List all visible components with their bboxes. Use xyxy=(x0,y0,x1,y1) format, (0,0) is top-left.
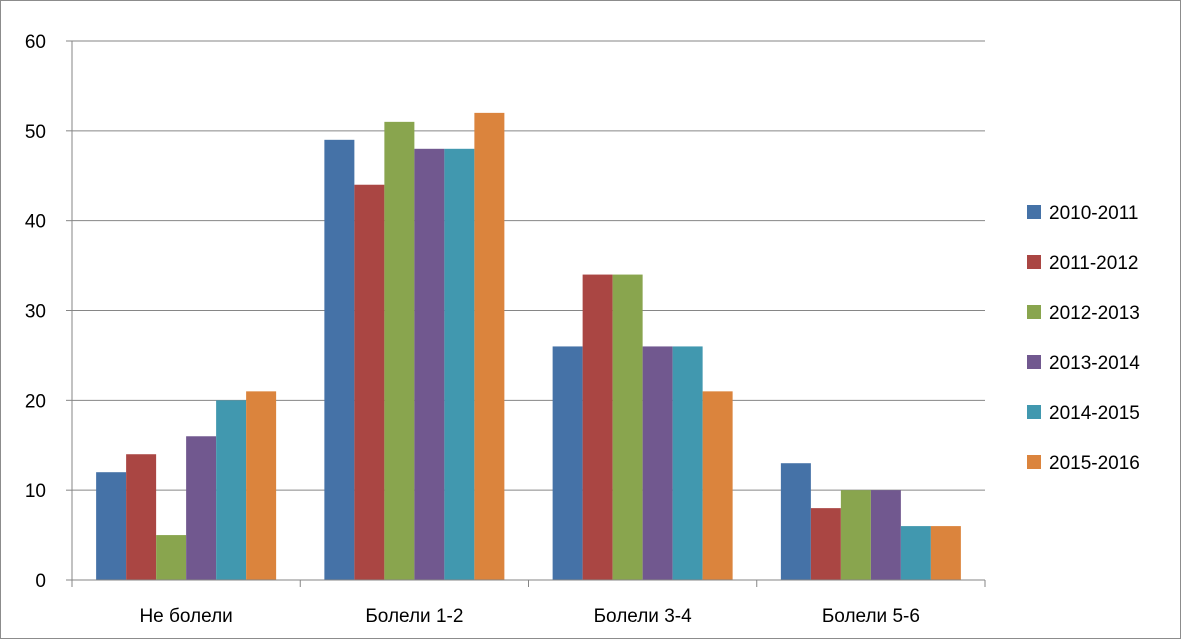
bar-2010-2011-1 xyxy=(324,139,355,581)
bar-2015-2016-3 xyxy=(930,526,961,580)
legend-label: 2012-2013 xyxy=(1049,303,1140,324)
bar-2014-2015-3 xyxy=(900,526,931,580)
legend-label: 2015-2016 xyxy=(1049,453,1140,474)
legend-swatch xyxy=(1027,455,1041,469)
bars xyxy=(96,112,961,581)
bar-2015-2016-2 xyxy=(702,391,733,580)
x-tick-label: Не болели xyxy=(139,606,232,627)
legend-label: 2014-2015 xyxy=(1049,403,1140,424)
y-tick-label: 60 xyxy=(25,32,46,53)
legend-swatch xyxy=(1027,255,1041,269)
bar-2014-2015-1 xyxy=(444,148,475,581)
axes xyxy=(66,40,986,587)
legend: 2010-2011 2011-2012 2012-2013 2013-2014 2014… xyxy=(1027,203,1140,474)
bar-2013-2014-0 xyxy=(186,436,217,580)
bar-2012-2013-2 xyxy=(612,274,643,580)
bar-2015-2016-0 xyxy=(246,391,277,580)
y-tick-label: 0 xyxy=(35,571,46,592)
bar-2013-2014-2 xyxy=(642,346,673,580)
bar-2010-2011-2 xyxy=(552,346,583,580)
x-tick-label: Болели 3-4 xyxy=(594,606,693,627)
legend-label: 2010-2011 xyxy=(1049,203,1138,224)
legend-swatch xyxy=(1027,205,1041,219)
legend-swatch xyxy=(1027,355,1041,369)
bar-2014-2015-0 xyxy=(216,400,247,580)
x-tick-label: Болели 5-6 xyxy=(822,606,920,627)
bar-2014-2015-2 xyxy=(672,346,703,580)
x-tick-labels: Не болели Болели 1-2 Болели 3-4 Болели 5-6 xyxy=(139,606,919,627)
y-tick-label: 40 xyxy=(25,212,46,233)
x-tick-label: Болели 1-2 xyxy=(365,606,463,627)
y-tick-label: 30 xyxy=(25,302,46,323)
legend-swatch xyxy=(1027,305,1041,319)
bar-2012-2013-3 xyxy=(840,490,871,580)
y-tick-label: 10 xyxy=(25,481,46,502)
bar-2011-2012-1 xyxy=(354,184,385,580)
legend-label: 2013-2014 xyxy=(1049,353,1140,374)
y-tick-labels: 0 10 20 30 40 50 60 xyxy=(25,32,46,592)
bar-2012-2013-0 xyxy=(156,535,187,580)
y-tick-label: 50 xyxy=(25,122,46,143)
legend-swatch xyxy=(1027,405,1041,419)
bar-2011-2012-2 xyxy=(582,274,613,580)
legend-label: 2011-2012 xyxy=(1049,253,1138,274)
bar-2010-2011-0 xyxy=(96,472,127,580)
bar-2011-2012-0 xyxy=(126,454,157,580)
bar-2012-2013-1 xyxy=(384,121,415,580)
bar-2013-2014-3 xyxy=(870,490,901,580)
bar-2013-2014-1 xyxy=(414,148,445,581)
gridlines xyxy=(72,40,985,491)
bar-2015-2016-1 xyxy=(474,112,505,580)
bar-2011-2012-3 xyxy=(810,508,841,580)
y-tick-label: 20 xyxy=(25,391,46,412)
bar-2010-2011-3 xyxy=(780,463,811,580)
